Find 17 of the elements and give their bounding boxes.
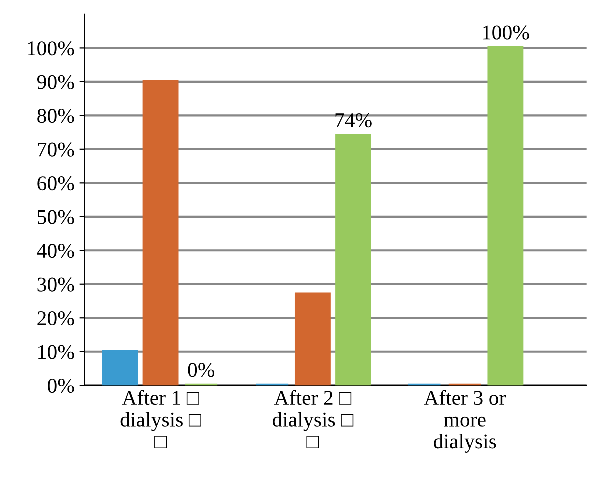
y-tick-label: 40% [37,244,74,258]
x-tick-label: After 3 or more dialysis [424,390,506,453]
y-tick-label: 60% [38,176,74,191]
x-tick-label: After 2 □ dialysis □ □ [272,390,354,449]
y-tick-label: 20% [38,311,74,326]
y-tick-label: 50% [38,210,74,224]
data-label: 100% [483,26,530,40]
y-tick-label: 0% [48,378,74,394]
data-label: 0% [188,363,215,378]
y-tick-label: 100% [28,42,74,56]
x-tick-label: After 1 □ dialysis □ □ [120,390,202,449]
y-tick-label: 80% [38,109,74,124]
y-tick-label: 10% [38,345,74,360]
y-tick-label: 30% [38,278,74,292]
data-label: 74% [336,113,372,128]
y-tick-label: 90% [37,75,74,90]
y-tick-label: 70% [38,142,74,157]
